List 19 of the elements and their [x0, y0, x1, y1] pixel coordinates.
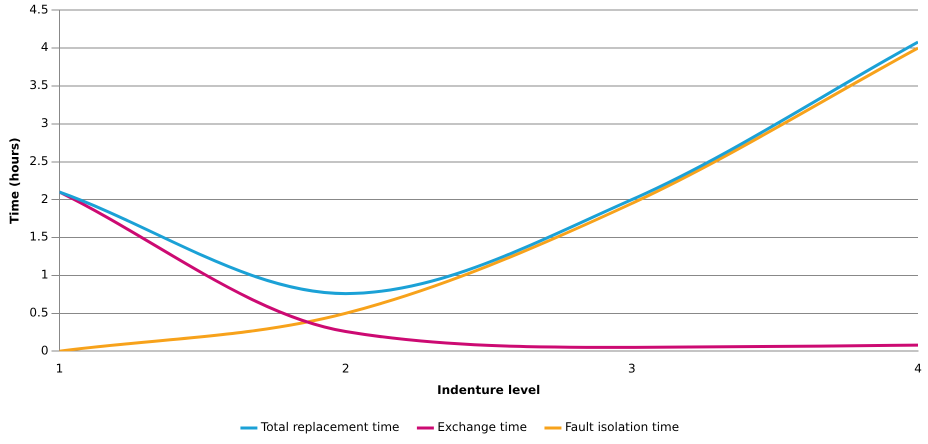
- x-tick-label: 1: [56, 362, 64, 376]
- y-tick-label: 4.5: [29, 2, 48, 16]
- x-tick-label: 4: [914, 362, 922, 376]
- y-axis-title: Time (hours): [7, 137, 22, 224]
- y-tick-label: 3.5: [29, 78, 48, 92]
- y-tick-label: 1: [40, 268, 48, 282]
- y-tick-label: 3: [40, 116, 48, 130]
- legend-label: Total replacement time: [260, 420, 400, 434]
- y-tick-label: 4: [40, 40, 48, 54]
- x-tick-label: 2: [342, 362, 350, 376]
- x-tick-label: 3: [628, 362, 636, 376]
- y-tick-label: 0: [40, 343, 48, 358]
- y-tick-label: 0.5: [29, 305, 48, 320]
- y-tick-label: 2.5: [29, 154, 48, 168]
- y-tick-label: 1.5: [29, 230, 48, 244]
- legend-label: Exchange time: [437, 420, 527, 434]
- x-axis-title: Indenture level: [437, 382, 540, 397]
- legend-label: Fault isolation time: [564, 420, 680, 434]
- y-tick-label: 2: [40, 192, 48, 206]
